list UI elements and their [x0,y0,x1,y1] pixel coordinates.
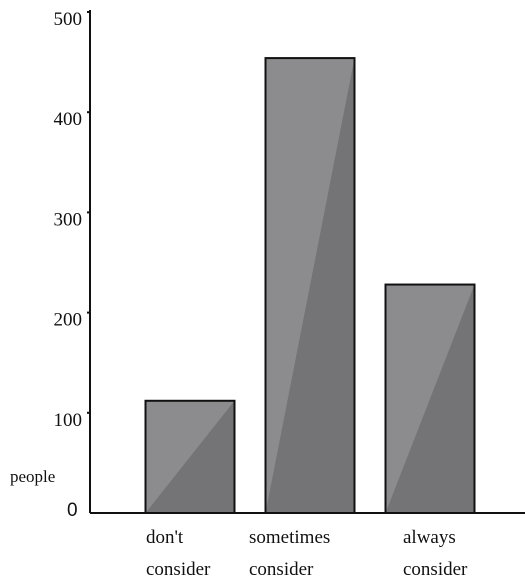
bar [264,57,356,514]
y-tick-label: 300 [54,209,83,230]
bar [384,283,476,514]
x-category-label: don't [146,527,184,548]
y-ticks-group: 0 100 200 300 400 500 [54,9,90,521]
x-category-label: always [403,527,456,548]
bar-shade [385,284,475,513]
y-tick-label: 200 [54,310,83,331]
y-axis-label: people [10,467,55,486]
bars-group [144,57,476,514]
bar-shade [265,58,355,513]
y-tick-label: 0 [67,500,78,521]
x-category-label: consider [146,559,211,579]
y-tick-label: 100 [54,410,83,431]
bar-shade [145,400,235,513]
y-tick-label: 400 [54,109,83,130]
x-labels-group: don't consider sometimes consider always cons… [146,527,468,579]
x-category-label: consider [403,559,468,579]
x-category-label: sometimes [249,527,330,548]
y-tick-label: 500 [54,9,83,30]
x-category-label: consider [249,559,314,579]
bar [144,399,236,514]
axes-group [89,10,525,514]
